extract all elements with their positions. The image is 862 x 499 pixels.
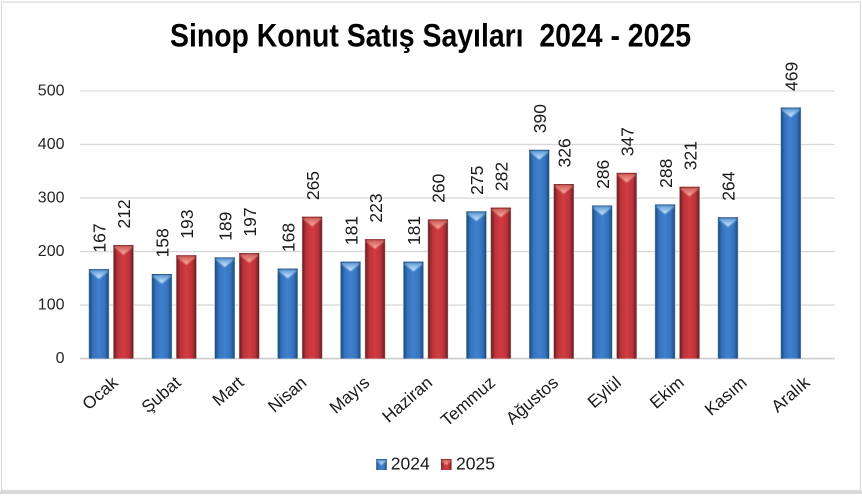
svg-text:300: 300 [38, 190, 65, 207]
svg-text:286: 286 [593, 160, 613, 189]
svg-text:167: 167 [90, 223, 110, 252]
svg-text:2025: 2025 [456, 453, 495, 473]
svg-text:212: 212 [114, 199, 134, 228]
svg-text:200: 200 [38, 243, 65, 260]
svg-text:264: 264 [719, 171, 739, 200]
svg-text:275: 275 [467, 166, 487, 195]
svg-text:Sinop Konut Satış Sayıları 20: Sinop Konut Satış Sayıları 2024 - 2025 [170, 17, 691, 53]
svg-text:326: 326 [554, 138, 574, 167]
svg-text:400: 400 [38, 136, 65, 153]
svg-text:223: 223 [366, 193, 386, 222]
svg-text:500: 500 [38, 83, 65, 100]
svg-text:282: 282 [492, 162, 512, 191]
svg-text:265: 265 [303, 171, 323, 200]
svg-text:181: 181 [404, 216, 424, 245]
svg-text:2024: 2024 [391, 453, 430, 473]
svg-text:100: 100 [38, 297, 65, 314]
svg-text:288: 288 [656, 159, 676, 188]
svg-text:321: 321 [680, 141, 700, 170]
svg-text:168: 168 [278, 223, 298, 252]
svg-text:260: 260 [429, 173, 449, 202]
svg-text:390: 390 [530, 104, 550, 133]
svg-text:181: 181 [341, 216, 361, 245]
svg-text:193: 193 [177, 210, 197, 239]
svg-text:197: 197 [240, 207, 260, 236]
svg-text:347: 347 [617, 127, 637, 156]
svg-text:189: 189 [215, 212, 235, 241]
svg-text:0: 0 [56, 350, 65, 367]
svg-text:469: 469 [782, 62, 802, 91]
svg-text:158: 158 [153, 228, 173, 257]
